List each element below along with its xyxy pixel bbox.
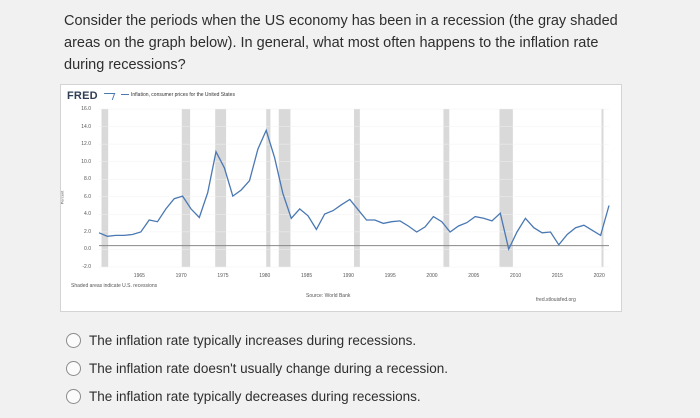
radio-button[interactable] (66, 388, 81, 404)
recession-band (499, 109, 513, 267)
y-tick-label: 6.0 (84, 193, 91, 200)
recession-band (215, 109, 227, 267)
x-tick-label: 2015 (551, 273, 563, 279)
fred-logo: FRED (67, 90, 98, 102)
y-tick-label: -2.0 (82, 264, 91, 270)
inflation-series-line (98, 128, 610, 252)
legend-line-icon (121, 94, 129, 96)
x-tick-label: 1965 (133, 273, 145, 279)
answer-option-label[interactable]: The inflation rate typically decreases d… (89, 388, 421, 404)
x-tick-label: 1985 (301, 273, 313, 279)
recession-note: Shaded areas indicate U.S. recessions (71, 283, 158, 289)
legend-label: Inflation, consumer prices for the Unite… (131, 92, 235, 98)
chart-plot (98, 108, 610, 268)
x-tick-label: 2000 (426, 273, 438, 279)
y-tick-label: 14.0 (81, 123, 91, 130)
answer-option-label[interactable]: The inflation rate doesn't usually chang… (89, 360, 449, 376)
recession-band (354, 109, 360, 267)
recession-band (601, 109, 604, 267)
chart-source: Source: World Bank (306, 293, 351, 299)
x-tick-label: 2010 (510, 273, 522, 279)
recession-band (278, 109, 291, 267)
recession-band (181, 109, 191, 267)
y-axis-label: Percent (59, 190, 65, 205)
answer-options: The inflation rate typically increases d… (66, 326, 448, 410)
x-tick-label: 1990 (342, 273, 354, 279)
y-tick-label: 12.0 (81, 141, 91, 148)
x-tick-label: 1980 (259, 273, 271, 279)
fred-chart: FRED Inflation, consumer prices for the … (59, 84, 622, 312)
question-line-1: Consider the periods when the US economy… (64, 13, 618, 29)
y-tick-label: 2.0 (84, 228, 91, 235)
chart-legend: Inflation, consumer prices for the Unite… (121, 92, 235, 98)
question-line-2: areas on the graph below). In general, w… (64, 35, 599, 51)
question-text: Consider the periods when the US economy… (64, 10, 664, 76)
answer-option-label[interactable]: The inflation rate typically increases d… (89, 332, 417, 348)
y-tick-label: 0.0 (84, 246, 91, 253)
answer-option-increases[interactable]: The inflation rate typically increases d… (66, 326, 448, 354)
chart-credit: fred.stlouisfed.org (536, 297, 576, 303)
answer-option-no-change[interactable]: The inflation rate doesn't usually chang… (66, 354, 448, 382)
y-tick-label: 10.0 (81, 158, 91, 165)
recession-band (101, 109, 109, 267)
question-line-3: during recessions? (64, 57, 186, 73)
y-tick-label: 4.0 (84, 211, 91, 218)
y-tick-label: 8.0 (84, 176, 91, 183)
x-tick-label: 1975 (217, 273, 229, 279)
radio-button[interactable] (66, 360, 81, 376)
recession-band (443, 109, 450, 267)
radio-button[interactable] (66, 332, 81, 348)
y-tick-label: 16.0 (81, 106, 91, 112)
x-tick-label: 1970 (175, 273, 187, 279)
x-tick-label: 1995 (384, 273, 396, 279)
x-tick-label: 2020 (593, 273, 605, 279)
answer-option-decreases[interactable]: The inflation rate typically decreases d… (66, 382, 448, 410)
x-tick-label: 2005 (468, 273, 480, 279)
recession-band (266, 109, 271, 267)
